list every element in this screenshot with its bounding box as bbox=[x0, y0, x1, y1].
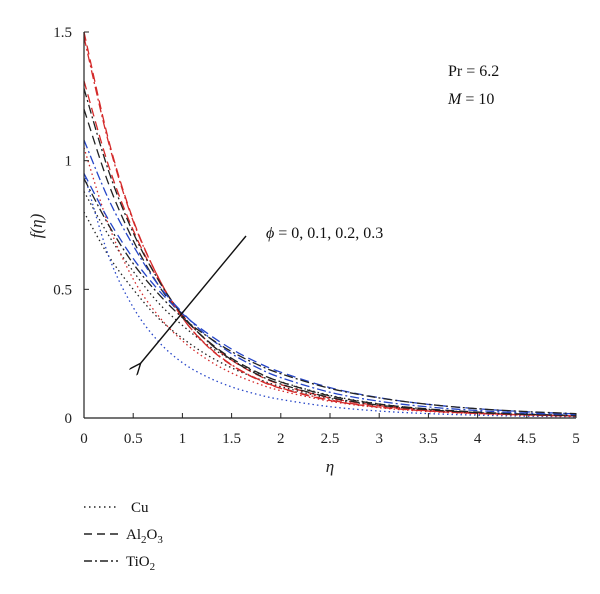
phi-arrow-label: ϕ = 0, 0.1, 0.2, 0.3 bbox=[266, 225, 383, 242]
series-line-tio2-phi-0 bbox=[83, 37, 577, 417]
x-tick-label: 1.5 bbox=[222, 431, 241, 447]
x-tick-label: 4 bbox=[474, 431, 482, 447]
x-tick-label: 1 bbox=[179, 431, 187, 447]
y-tick-label: 0 bbox=[65, 411, 73, 427]
x-tick-label: 5 bbox=[572, 431, 580, 447]
x-tick-label: 3 bbox=[375, 431, 383, 447]
param-pr: Pr = 6.2 bbox=[448, 63, 499, 80]
series-line-cu-phi-0p2 bbox=[83, 173, 577, 418]
phi-arrow bbox=[140, 235, 247, 364]
series-line-al2o3-phi-0 bbox=[83, 31, 577, 417]
x-axis-ticks: 0 0.5 1 1.5 2 2.5 3 3.5 4 4.5 5 bbox=[80, 413, 580, 447]
x-axis-label: η bbox=[326, 457, 334, 476]
series-line-cu-phi-0p3 bbox=[83, 147, 577, 418]
legend-tio2-label: TiO2 bbox=[126, 554, 155, 573]
x-tick-label: 2.5 bbox=[321, 431, 340, 447]
series-line-tio2-phi-0p1 bbox=[83, 88, 577, 417]
legend-al2o3-label: Al2O3 bbox=[126, 527, 163, 546]
x-tick-label: 2 bbox=[277, 431, 285, 447]
series-line-tio2-phi-0p3 bbox=[83, 178, 577, 415]
param-m: M = 10 bbox=[447, 91, 494, 108]
legend: Cu Al2O3 TiO2 bbox=[84, 500, 163, 573]
y-axis-label: f(η) bbox=[27, 213, 46, 238]
y-tick-label: 1 bbox=[65, 154, 73, 170]
series-line-cu-phi-0 bbox=[83, 211, 577, 417]
x-tick-label: 0.5 bbox=[124, 431, 143, 447]
y-tick-label: 1.5 bbox=[53, 25, 72, 41]
y-axis-ticks: 0 0.5 1 1.5 bbox=[53, 25, 89, 427]
series-line-al2o3-phi-0p2 bbox=[83, 108, 577, 417]
series-line-tio2-phi-0p2 bbox=[83, 139, 577, 416]
series-line-al2o3-phi-0p3 bbox=[83, 173, 577, 415]
x-tick-label: 3.5 bbox=[419, 431, 438, 447]
series-layer bbox=[83, 31, 577, 418]
series-line-al2o3-phi-0p1 bbox=[83, 80, 577, 417]
x-tick-label: 0 bbox=[80, 431, 88, 447]
y-tick-label: 0.5 bbox=[53, 282, 72, 298]
x-tick-label: 4.5 bbox=[517, 431, 536, 447]
legend-cu-label: Cu bbox=[131, 500, 149, 516]
